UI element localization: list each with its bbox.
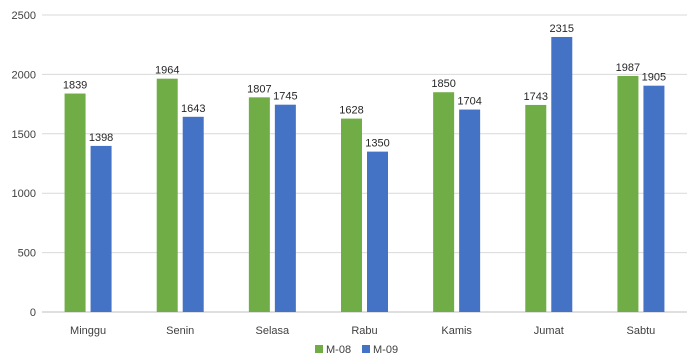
gridlines — [42, 14, 687, 313]
data-label: 1743 — [524, 91, 548, 103]
bar-m-09-minggu — [90, 145, 112, 312]
legend-swatch — [362, 345, 370, 353]
bars — [64, 36, 665, 313]
y-axis-tick-labels: 0 500 1000 1500 2000 2500 — [12, 10, 36, 319]
data-label: 1350 — [365, 138, 389, 150]
x-category-label: Rabu — [351, 325, 377, 337]
bar-m-08-selasa — [248, 97, 270, 312]
y-tick-label: 500 — [18, 248, 36, 260]
legend: M-08 M-09 — [315, 344, 398, 356]
bar-m-09-jumat — [551, 36, 573, 313]
legend-swatch — [315, 345, 323, 353]
bar-m-08-jumat — [525, 104, 547, 312]
data-label: 2315 — [550, 23, 574, 35]
data-label: 1807 — [247, 83, 271, 95]
bar-m-09-selasa — [274, 104, 296, 312]
x-axis-category-labels: Minggu Senin Selasa Rabu Kamis Jumat Sabtu — [70, 325, 655, 337]
data-label: 1964 — [155, 65, 179, 77]
data-label: 1704 — [457, 96, 481, 108]
legend-label: M-08 — [326, 344, 351, 356]
x-category-label: Minggu — [70, 325, 106, 337]
legend-item-m-08: M-08 — [315, 344, 351, 356]
y-tick-label: 2500 — [12, 10, 36, 22]
bar-m-08-rabu — [341, 118, 362, 312]
x-category-label: Kamis — [441, 325, 472, 337]
y-tick-label: 1000 — [12, 188, 36, 200]
legend-label: M-09 — [373, 344, 398, 356]
bar-m-09-kamis — [459, 109, 481, 313]
y-tick-label: 0 — [30, 307, 36, 319]
data-label: 1643 — [181, 103, 205, 115]
y-tick-label: 2000 — [12, 69, 36, 81]
bar-m-08-minggu — [64, 93, 86, 313]
data-label: 1905 — [642, 72, 666, 84]
bar-m-09-sabtu — [643, 85, 665, 312]
data-label: 1745 — [273, 91, 297, 103]
bar-m-08-sabtu — [617, 75, 639, 312]
x-category-label: Senin — [166, 325, 194, 337]
x-category-label: Selasa — [256, 325, 291, 337]
bar-m-09-senin — [182, 116, 204, 312]
x-category-label: Jumat — [534, 325, 564, 337]
data-label: 1628 — [339, 105, 363, 117]
data-label: 1398 — [89, 132, 113, 144]
bar-m-08-kamis — [433, 92, 455, 312]
data-label: 1839 — [63, 80, 87, 92]
bar-m-08-senin — [156, 78, 178, 312]
y-tick-label: 1500 — [12, 129, 36, 141]
data-label: 1987 — [616, 62, 640, 74]
data-label: 1850 — [431, 78, 455, 90]
legend-item-m-09: M-09 — [362, 344, 398, 356]
bar-m-09-rabu — [367, 151, 388, 312]
x-category-label: Sabtu — [627, 325, 656, 337]
